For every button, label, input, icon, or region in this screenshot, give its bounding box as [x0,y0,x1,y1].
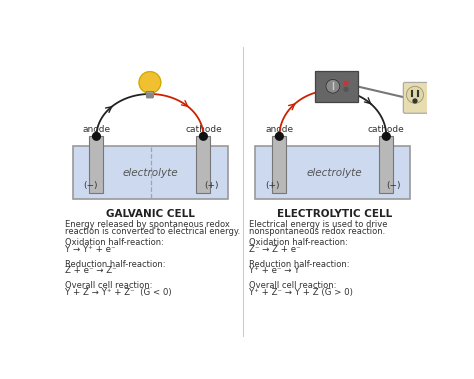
Circle shape [275,133,283,140]
Text: (+): (+) [265,181,280,190]
Text: Oxidation half-reaction:: Oxidation half-reaction: [65,238,164,247]
Circle shape [344,81,348,85]
Text: Overall cell reaction:: Overall cell reaction: [65,281,153,290]
Circle shape [326,79,340,93]
Text: Z + e⁻ → Z⁻: Z + e⁻ → Z⁻ [65,266,117,276]
Text: Z⁻ → Z + e⁻: Z⁻ → Z + e⁻ [249,245,301,254]
Text: Electrical energy is used to drive: Electrical energy is used to drive [249,220,388,229]
Circle shape [139,72,161,93]
FancyBboxPatch shape [315,70,358,102]
Text: Y + Z → Y⁺ + Z⁻  (G < 0): Y + Z → Y⁺ + Z⁻ (G < 0) [65,288,172,297]
Bar [196,136,210,193]
Circle shape [413,99,417,103]
Text: cathode: cathode [368,125,405,134]
Text: GALVANIC CELL: GALVANIC CELL [106,210,195,219]
Text: cathode: cathode [185,125,222,134]
Text: Y → Y⁺ + e⁻: Y → Y⁺ + e⁻ [65,245,116,254]
Circle shape [383,133,390,140]
Text: anode: anode [265,125,293,134]
Circle shape [92,133,100,140]
FancyBboxPatch shape [403,83,428,113]
Text: Y⁺ + Z⁻ → Y + Z (G > 0): Y⁺ + Z⁻ → Y + Z (G > 0) [249,288,353,297]
Text: Reduction half-reaction:: Reduction half-reaction: [249,260,350,269]
Text: Oxidation half-reaction:: Oxidation half-reaction: [249,238,348,247]
Text: reaction is converted to electrical energy.: reaction is converted to electrical ener… [65,227,241,236]
Bar [273,136,286,193]
Text: Y⁺ + e⁻ → Y: Y⁺ + e⁻ → Y [249,266,300,276]
Circle shape [406,86,423,103]
Text: (−): (−) [83,181,98,190]
Text: nonspontaneous redox reaction.: nonspontaneous redox reaction. [249,227,385,236]
Circle shape [344,88,348,91]
Bar [73,146,228,199]
Text: Energy released by spontaneous redox: Energy released by spontaneous redox [65,220,230,229]
Bar [90,136,103,193]
Text: electrolyte: electrolyte [123,168,179,177]
Text: Reduction half-reaction:: Reduction half-reaction: [65,260,166,269]
Text: electrolyte: electrolyte [307,168,362,177]
Text: Overall cell reaction:: Overall cell reaction: [249,281,337,290]
Circle shape [200,133,207,140]
Bar [379,136,393,193]
Text: (−): (−) [386,181,401,190]
Bar [255,146,410,199]
Text: anode: anode [82,125,110,134]
Polygon shape [146,92,154,98]
Text: ELECTROLYTIC CELL: ELECTROLYTIC CELL [277,210,392,219]
Text: (+): (+) [204,181,219,190]
